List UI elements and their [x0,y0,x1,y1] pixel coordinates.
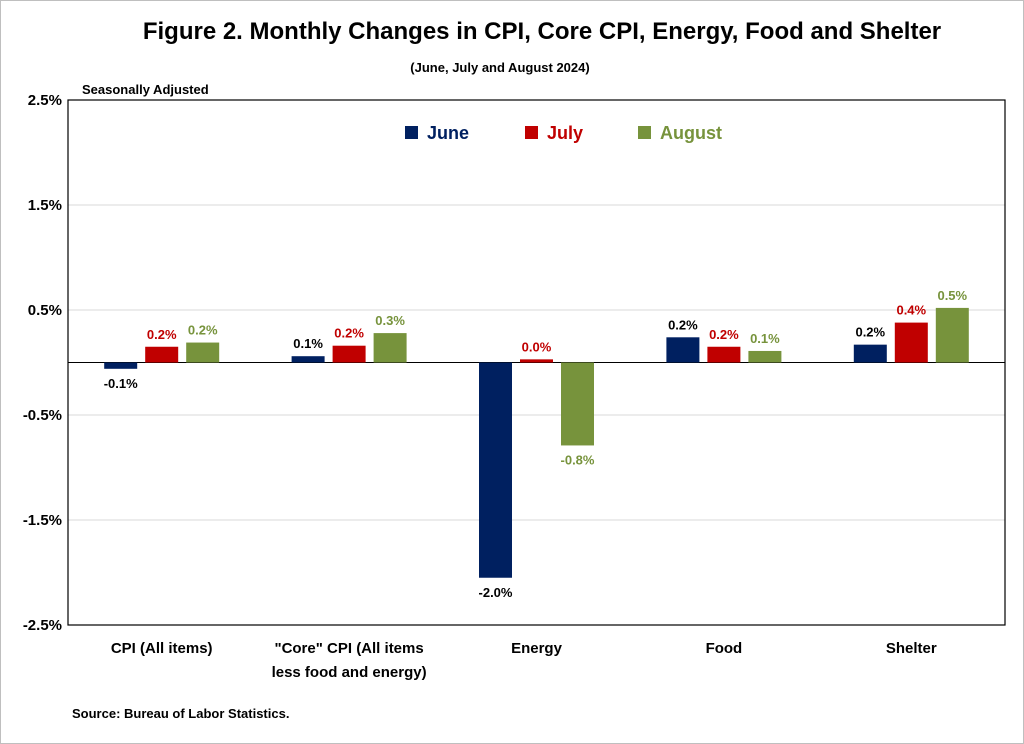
data-label: 0.1% [293,336,323,351]
data-label: 0.5% [937,288,967,303]
data-label: 0.2% [188,323,218,338]
category-label: Food [706,640,743,657]
category-label: less food and energy) [272,664,427,681]
bar-july [145,346,179,363]
bar-june [666,337,700,363]
data-label: 0.4% [896,303,926,318]
data-label: 0.2% [855,325,885,340]
bar-june [104,362,138,369]
legend-swatch-july [525,126,538,139]
y-tick-label: -1.5% [23,512,62,529]
legend-label-july: July [547,123,583,143]
y-tick-label: 0.5% [28,302,62,319]
bar-august [373,333,407,363]
bar-july [332,345,366,363]
category-label: "Core" CPI (All items [274,640,423,657]
bar-august [186,342,220,363]
data-label: -0.8% [561,452,595,467]
data-label: 0.2% [709,327,739,342]
bar-july [520,359,553,363]
chart-title: Figure 2. Monthly Changes in CPI, Core C… [142,18,942,45]
data-label: 0.1% [750,331,780,346]
bar-august [748,350,782,363]
bar-july [707,346,741,363]
bar-august [561,362,594,446]
y-tick-label: 2.5% [28,92,62,109]
bar-august [935,307,969,363]
category-label: CPI (All items) [111,640,213,657]
category-label: Energy [511,640,563,657]
bar-july [894,322,928,363]
y-tick-label: -2.5% [23,617,62,634]
data-label: 0.0% [522,339,552,354]
data-label: -0.1% [104,376,138,391]
chart-subtitle: (June, July and August 2024) [410,60,590,75]
legend-label-june: June [427,123,469,143]
bar-june [853,344,887,363]
y-axis-label: Seasonally Adjusted [82,82,209,97]
plot-area-border [67,99,1006,626]
legend-swatch-august [638,126,651,139]
data-label: 0.3% [375,313,405,328]
y-tick-label: 1.5% [28,197,62,214]
source-note: Source: Bureau of Labor Statistics. [72,706,290,721]
data-label: 0.2% [334,326,364,341]
y-tick-label: -0.5% [23,407,62,424]
data-label: 0.2% [668,317,698,332]
data-label: -2.0% [479,585,513,600]
category-label: Shelter [886,640,937,657]
legend-swatch-june [405,126,418,139]
data-label: 0.2% [147,327,177,342]
bar-june [479,362,512,578]
legend-label-august: August [660,123,722,143]
bar-june [291,356,325,363]
